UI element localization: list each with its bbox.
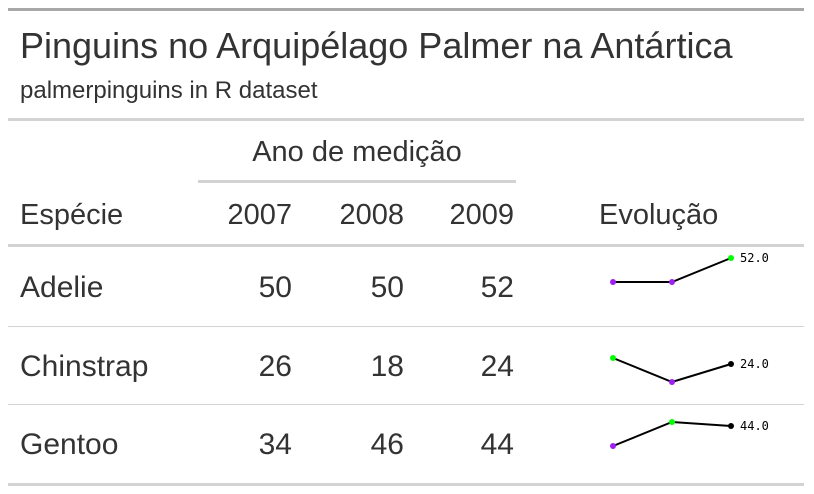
- column-header-species: Espécie: [20, 199, 124, 231]
- heading-divider: [8, 118, 804, 121]
- sparkline-chinstrap-line: [612, 357, 732, 384]
- sparkline-chinstrap-point-2009: [728, 361, 734, 367]
- sparkline-chinstrap-point-2008: [669, 379, 675, 385]
- sparkline-adelie-line: [613, 257, 732, 283]
- row-chinstrap-2008: 18: [370, 350, 404, 383]
- column-header-evolution: Evolução: [599, 199, 719, 231]
- sparkline-chinstrap-point-2007: [610, 355, 616, 361]
- sparkline-gentoo-point-2008: [669, 419, 675, 425]
- sparkline-adelie: 52.0: [610, 251, 769, 285]
- row-adelie-2008: 50: [370, 271, 404, 304]
- sparkline-adelie-point-2009: [728, 255, 734, 261]
- penguin-table: Pinguins no Arquipélago Palmer na Antárt…: [8, 8, 804, 486]
- column-header-2008: 2008: [339, 199, 404, 231]
- column-header-2007: 2007: [227, 199, 292, 231]
- row-gentoo-2008: 46: [370, 428, 404, 461]
- header-divider: [8, 244, 804, 247]
- bottom-rule: [8, 483, 804, 486]
- row-gentoo-species: Gentoo: [20, 428, 119, 461]
- row-chinstrap-2007: 26: [258, 350, 292, 383]
- sparkline-gentoo-label: 44.0: [740, 419, 769, 433]
- row-divider: [8, 404, 804, 405]
- row-gentoo-2007: 34: [258, 428, 292, 461]
- row-chinstrap-species: Chinstrap: [20, 350, 149, 383]
- sparkline-gentoo: 44.0: [610, 419, 769, 449]
- row-gentoo-2009: 44: [480, 428, 514, 461]
- row-adelie-2009: 52: [480, 271, 514, 304]
- column-spanner-label: Ano de medição: [252, 136, 462, 168]
- sparkline-adelie-label: 52.0: [740, 251, 769, 265]
- sparkline-gentoo-point-2007: [610, 443, 616, 449]
- row-divider: [8, 326, 804, 327]
- row-adelie-2007: 50: [258, 271, 292, 304]
- column-header-2009: 2009: [449, 199, 514, 231]
- table-subtitle: palmerpinguins in R dataset: [20, 77, 318, 104]
- row-chinstrap-2009: 24: [480, 350, 514, 383]
- sparkline-gentoo-point-2009: [728, 423, 734, 429]
- sparkline-chinstrap-label: 24.0: [740, 357, 769, 371]
- row-adelie-species: Adelie: [20, 271, 104, 304]
- sparkline-chinstrap: 24.0: [610, 355, 769, 385]
- sparkline-adelie-point-2007: [610, 279, 616, 285]
- sparkline-gentoo-line: [612, 420, 732, 447]
- sparkline-adelie-point-2008: [669, 279, 675, 285]
- table-title: Pinguins no Arquipélago Palmer na Antárt…: [20, 25, 733, 66]
- column-spanner-rule: [198, 180, 516, 183]
- top-rule: [8, 8, 804, 11]
